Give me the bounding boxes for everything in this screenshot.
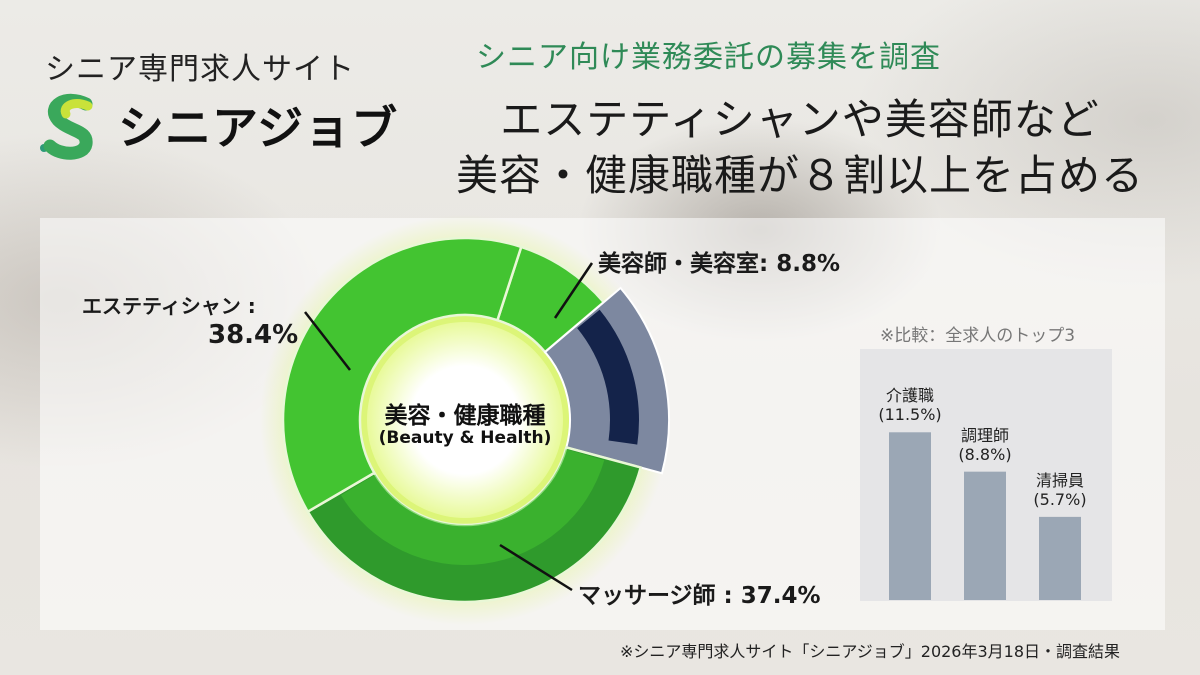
- comparison-bar-value: (11.5%): [878, 405, 942, 425]
- brand-tagline: シニア専門求人サイト: [45, 52, 355, 87]
- donut-center-title: 美容・健康職種: [384, 403, 546, 429]
- comparison-bar: [1039, 516, 1081, 600]
- s-logo-icon: [40, 93, 93, 160]
- headline-line-1: エステティシャンや美容師など: [500, 95, 1100, 144]
- slice-massage-inner: [341, 449, 605, 566]
- headline: エステティシャンや美容師など 美容・健康職種が８割以上を占める: [420, 92, 1180, 204]
- comparison-bar-value: (5.7%): [1033, 489, 1087, 509]
- comparison-bar-category: 介護職: [885, 386, 934, 406]
- comparison-bar-label: 介護職 (11.5%): [865, 386, 955, 424]
- brand-name: シニアジョブ: [118, 101, 399, 155]
- slice-other-inner: [577, 309, 639, 445]
- leader-line-massage: [499, 543, 573, 592]
- comparison-title: ※比較：全求人のトップ3: [880, 326, 1076, 346]
- comparison-bar: [964, 471, 1006, 600]
- slice-label-beauty: 美容師・美容室: 8.8%: [598, 251, 840, 277]
- comparison-bar: [889, 432, 931, 600]
- subheadline: シニア向け業務委託の募集を調査: [476, 40, 941, 75]
- comparison-bar-label: 調理師 (8.8%): [940, 426, 1030, 464]
- slice-label-esthetician: エステティシャン :: [82, 294, 256, 318]
- leader-line-esthetician: [304, 311, 351, 371]
- slice-esthetician: [281, 236, 523, 514]
- comparison-bar-category: 清掃員: [1035, 470, 1084, 490]
- comparison-bar-category: 調理師: [960, 425, 1009, 445]
- slice-value-esthetician: 38.4%: [208, 320, 299, 350]
- donut-center-subtitle: (Beauty & Health): [378, 428, 552, 448]
- comparison-bar-value: (8.8%): [958, 444, 1012, 464]
- donut-hole: [367, 322, 563, 518]
- source-footnote: ※シニア専門求人サイト「シニアジョブ」2026年3月18日・調査結果: [620, 642, 1121, 661]
- headline-line-2: 美容・健康職種が８割以上を占める: [455, 151, 1144, 200]
- leader-line-beauty: [553, 262, 594, 319]
- slice-label-massage: マッサージ師 : 37.4%: [578, 583, 821, 609]
- comparison-bar-label: 清掃員 (5.7%): [1015, 471, 1105, 509]
